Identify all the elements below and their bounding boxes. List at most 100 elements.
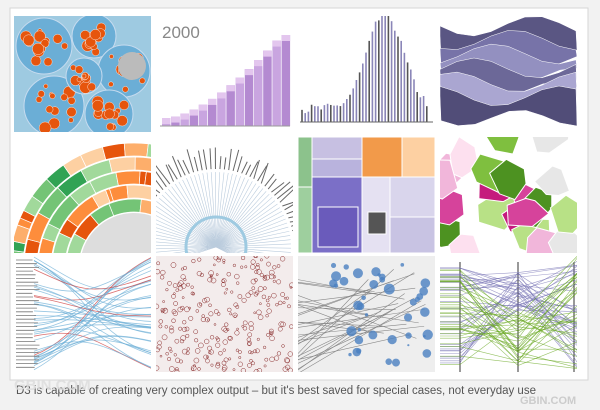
pc-line [440,276,577,339]
histogram-bar-top [226,85,235,92]
pack-leaf [60,93,68,101]
map-dot [206,355,210,359]
histogram-bar-top [180,113,189,120]
map-dot [240,368,246,372]
map-dot [266,303,271,307]
tree-label [182,159,190,174]
tree-label [171,155,182,178]
airport [385,358,393,365]
map-dot [268,273,275,280]
map-dot [158,324,163,329]
airport [369,279,379,289]
tree-link [156,223,217,248]
tree-link [156,210,217,248]
map-dot [247,363,252,368]
tree-link [215,230,290,248]
map-dot [227,335,233,341]
thumbnail [14,137,151,253]
map-dot [214,309,219,314]
map-dot [186,282,190,287]
map-dot [190,365,197,371]
year-label: 2000 [162,23,200,42]
map-dot [168,328,175,334]
tree-link [182,179,217,248]
tree-link [172,246,217,253]
sunburst-arc [126,184,151,201]
map-dot [227,307,232,313]
map-dot [175,357,181,363]
map-dot [253,292,259,297]
tree-label [267,178,277,190]
voronoi-cell [448,233,481,253]
pc-line [440,279,577,306]
map-dot [156,261,161,266]
tree-label [156,179,164,191]
map-dot [197,367,201,371]
tree-link [215,246,242,253]
thumbnail: 2000 [156,16,293,132]
airport [339,276,349,286]
pack-leaf [52,34,63,44]
sunburst-arc [108,156,136,173]
map-dot [244,265,248,269]
map-dot [180,335,187,341]
histogram-bar-top [217,92,226,99]
map-dot [222,339,228,345]
map-dot [165,288,169,292]
bundle-edge [33,283,151,362]
map-dot [265,298,270,303]
map-dot [250,351,254,355]
tree-label [165,164,174,182]
pc-line [440,304,577,324]
bundle-edge [33,260,151,309]
tree-link [156,234,217,248]
histogram-bar-top [272,40,281,47]
map-dot [236,281,240,285]
tree-link [215,177,245,248]
map-dot [259,302,262,306]
tree-label [271,182,285,193]
pc-line [440,280,577,350]
map-dot [236,327,239,331]
tree-label [186,149,195,173]
histogram-bar [226,85,235,126]
map-dot [261,294,267,300]
map-dot [178,359,183,364]
pack-leaf [139,77,146,84]
airport [419,286,429,296]
map-dot [174,369,180,372]
tree-label [228,148,232,171]
tree-label [236,156,243,173]
airport [409,298,417,306]
pack-leaf [35,96,43,103]
map-dot [169,349,173,353]
stream-layer [440,85,577,127]
bundle-edge [33,296,151,317]
pc-line [440,282,577,310]
map-dot [173,292,176,295]
thumbnail [156,137,293,253]
pc-line [440,256,577,317]
tree-link [215,179,249,248]
map-dot [276,351,282,356]
map-dot [235,305,240,309]
airport [368,330,378,340]
tree-label [223,157,227,170]
bundle-edge [33,296,151,354]
pc-line [440,258,577,340]
map-dot [158,319,163,324]
map-dot [183,277,187,282]
tree-link [215,246,231,253]
pack-leaf [109,54,114,59]
map-dot [162,300,165,303]
map-dot [282,301,286,305]
tree-link [202,173,217,248]
map-dot [213,263,216,267]
pack-leaf [68,117,74,123]
tree-label [288,216,293,219]
map-dot [194,338,199,343]
airport [352,268,363,279]
map-dot [256,269,262,275]
airport [348,352,352,357]
